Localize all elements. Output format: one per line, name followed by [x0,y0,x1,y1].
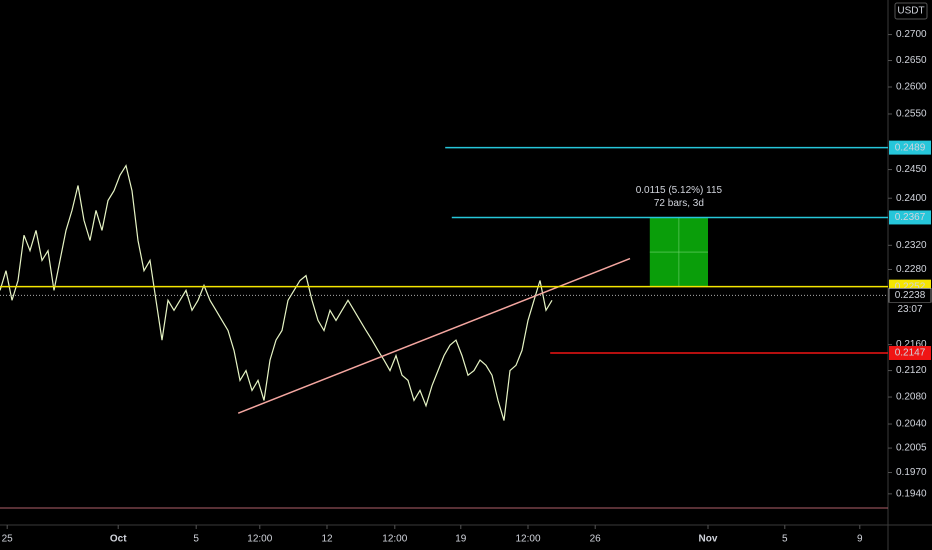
x-tick-label: Nov [699,534,718,545]
y-tick-label: 0.2550 [896,109,927,120]
x-tick-label: Oct [110,534,127,545]
level-label: 0.2252 [895,281,926,292]
y-tick-label: 0.2120 [896,365,927,376]
currency: USDT [897,6,924,17]
y-tick-label: 0.1970 [896,467,927,478]
level-label-box [889,345,931,360]
y-tick-label: 0.2160 [896,339,927,350]
countdown-box [889,302,931,317]
x-tick-label: 12 [321,534,333,545]
level-label-box [889,210,931,225]
y-tick-label: 0.2040 [896,419,927,430]
x-tick-label: 26 [590,534,602,545]
x-tick-label: 12:00 [247,534,272,545]
y-tick-label: 0.2005 [896,443,927,454]
y-tick-label: 0.2450 [896,164,927,175]
countdown: 23:07 [897,304,922,315]
y-tick-label: 0.2080 [896,392,927,403]
level-label: 0.2147 [895,348,926,359]
price-line [0,164,553,421]
level-label: 0.2489 [895,142,926,153]
y-tick-label: 0.1940 [896,488,927,499]
level-label: 0.2367 [895,212,926,223]
y-tick-label: 0.2650 [896,55,927,66]
x-tick-label: 19 [455,534,467,545]
y-tick-label: 0.2320 [896,240,927,251]
x-tick-label: 12:00 [382,534,407,545]
currency-box [894,2,928,20]
y-tick-label: 0.2400 [896,193,927,204]
x-tick-label: 5 [193,534,199,545]
measure-text: 0.0115 (5.12%) 115 [636,185,723,196]
x-tick-label: 5 [782,534,788,545]
x-tick-label: 25 [2,534,14,545]
x-tick-label: 12:00 [515,534,540,545]
level-label-box [889,140,931,155]
y-tick-label: 0.2700 [896,29,927,40]
last-price-label: 0.2238 [895,290,926,301]
measure-bars: 72 bars, 3d [654,198,704,209]
x-tick-label: 9 [857,534,863,545]
y-tick-label: 0.2600 [896,82,927,93]
trendline [237,257,631,414]
y-tick-label: 0.2280 [896,264,927,275]
